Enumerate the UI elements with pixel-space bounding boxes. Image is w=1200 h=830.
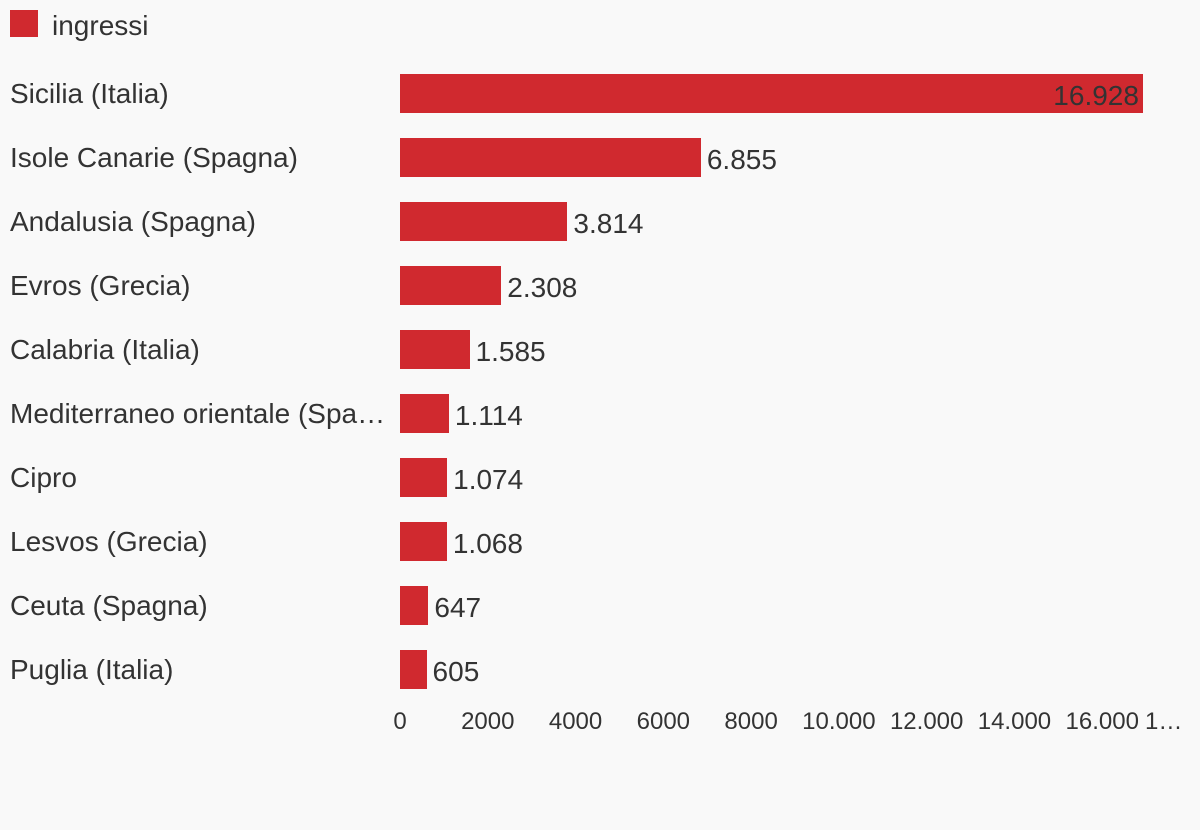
category-label: Evros (Grecia)	[10, 270, 191, 301]
bar	[400, 74, 1143, 113]
category-label: Sicilia (Italia)	[10, 78, 169, 109]
bar	[400, 586, 429, 625]
value-label: 605	[432, 656, 480, 687]
x-tick-label: 6000	[636, 708, 691, 735]
x-tick-label: 14.000	[977, 708, 1052, 735]
x-tick-label: 18.000	[1145, 708, 1188, 735]
category-label: Calabria (Italia)	[10, 334, 200, 365]
bar	[400, 138, 701, 177]
value-label: 647	[434, 592, 482, 623]
bar	[400, 394, 449, 433]
bar	[400, 522, 447, 561]
bar	[400, 458, 448, 497]
legend-label: ingressi	[52, 10, 149, 41]
bar	[400, 330, 470, 369]
value-label: 6.855	[706, 144, 777, 175]
value-label: 1.585	[475, 336, 546, 367]
category-label: Lesvos (Grecia)	[10, 526, 208, 557]
bar	[400, 202, 568, 241]
x-tick-label: 16.000	[1065, 708, 1139, 735]
x-tick-label: 10.000	[802, 708, 876, 735]
x-tick-label: 8000	[724, 708, 778, 735]
value-label: 1.114	[454, 400, 523, 431]
category-label: Mediterraneo orientale (Spagna)	[10, 398, 388, 429]
x-tick-label: 4000	[548, 708, 603, 735]
legend-swatch	[10, 10, 38, 37]
x-tick-label: 2000	[461, 708, 515, 735]
category-label: Puglia (Italia)	[10, 654, 174, 685]
value-label: 1.074	[453, 464, 524, 495]
x-tick-label: 12.000	[889, 708, 964, 735]
value-label: 2.308	[507, 272, 578, 303]
value-label: 3.814	[573, 208, 644, 239]
category-label: Ceuta (Spagna)	[10, 590, 208, 621]
category-label: Andalusia (Spagna)	[10, 206, 256, 237]
bar	[400, 266, 502, 305]
bar	[400, 650, 427, 689]
value-label: 1.068	[452, 528, 523, 559]
category-label: Cipro	[10, 462, 77, 493]
category-label: Isole Canarie (Spagna)	[10, 142, 298, 173]
value-label: 16.928	[1053, 80, 1139, 111]
x-tick-label: 0	[393, 708, 407, 735]
